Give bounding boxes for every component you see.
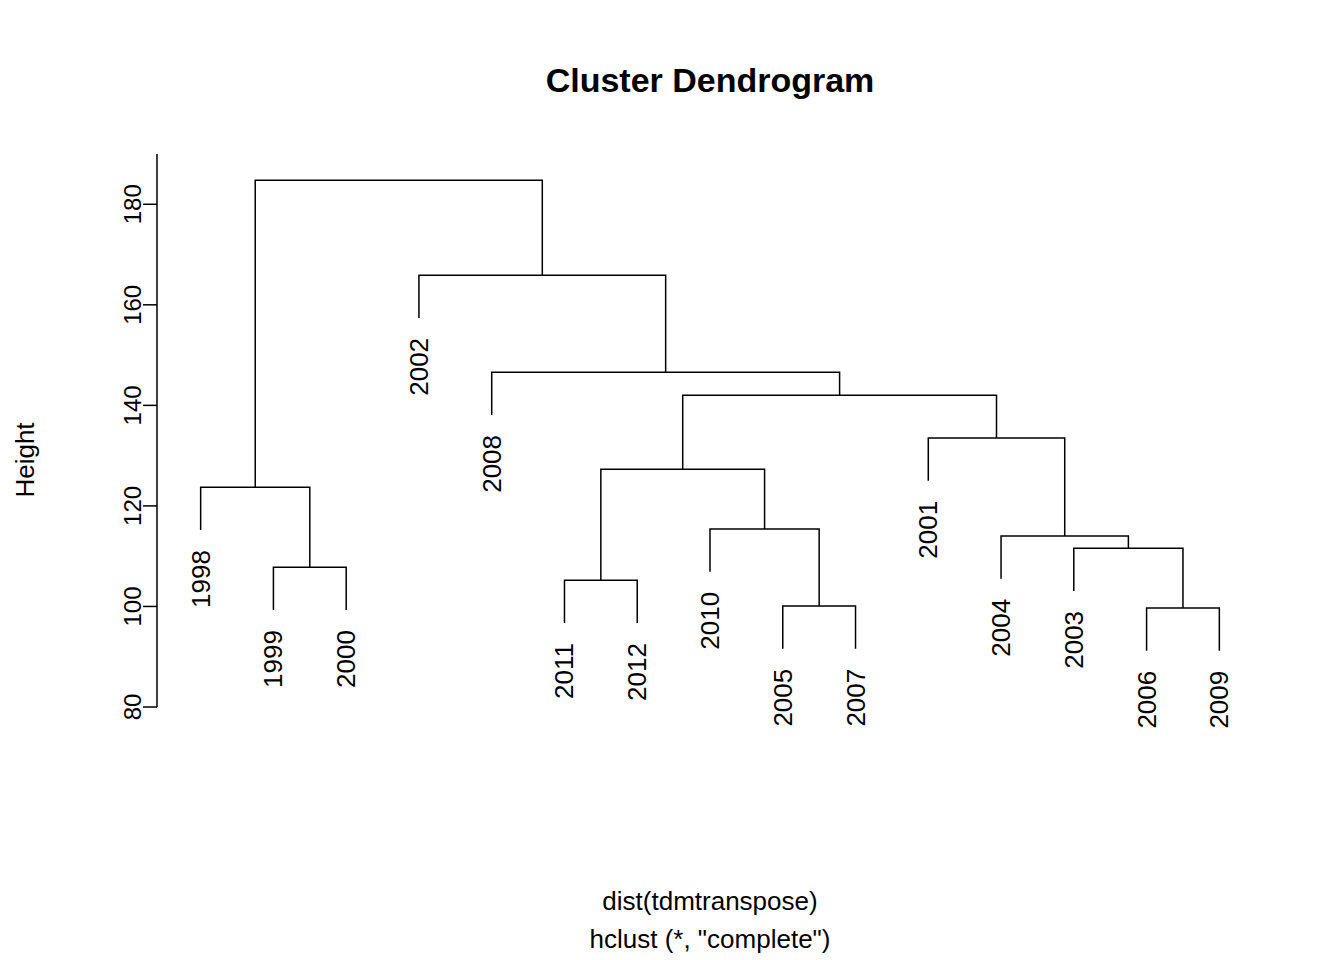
svg-text:1998: 1998 (186, 550, 216, 608)
svg-text:2008: 2008 (477, 435, 507, 493)
svg-text:2004: 2004 (986, 599, 1016, 657)
svg-text:2005: 2005 (768, 669, 798, 727)
svg-text:2006: 2006 (1132, 671, 1162, 729)
svg-text:180: 180 (119, 184, 146, 224)
svg-text:Cluster Dendrogram: Cluster Dendrogram (546, 61, 875, 99)
svg-text:2002: 2002 (404, 338, 434, 396)
svg-text:2007: 2007 (841, 669, 871, 727)
svg-text:2012: 2012 (622, 643, 652, 701)
svg-text:2001: 2001 (913, 501, 943, 559)
svg-text:120: 120 (119, 486, 146, 526)
svg-text:100: 100 (119, 586, 146, 626)
svg-text:Height: Height (10, 422, 40, 498)
svg-text:2003: 2003 (1059, 611, 1089, 669)
svg-text:160: 160 (119, 285, 146, 325)
svg-text:2010: 2010 (695, 592, 725, 650)
svg-text:hclust (*, "complete"): hclust (*, "complete") (590, 924, 831, 954)
svg-text:dist(tdmtranspose): dist(tdmtranspose) (602, 886, 817, 916)
svg-text:2000: 2000 (331, 630, 361, 688)
svg-text:1999: 1999 (258, 630, 288, 688)
svg-text:2011: 2011 (549, 643, 579, 699)
svg-text:2009: 2009 (1204, 671, 1234, 729)
svg-text:140: 140 (119, 385, 146, 425)
svg-text:80: 80 (119, 694, 146, 721)
